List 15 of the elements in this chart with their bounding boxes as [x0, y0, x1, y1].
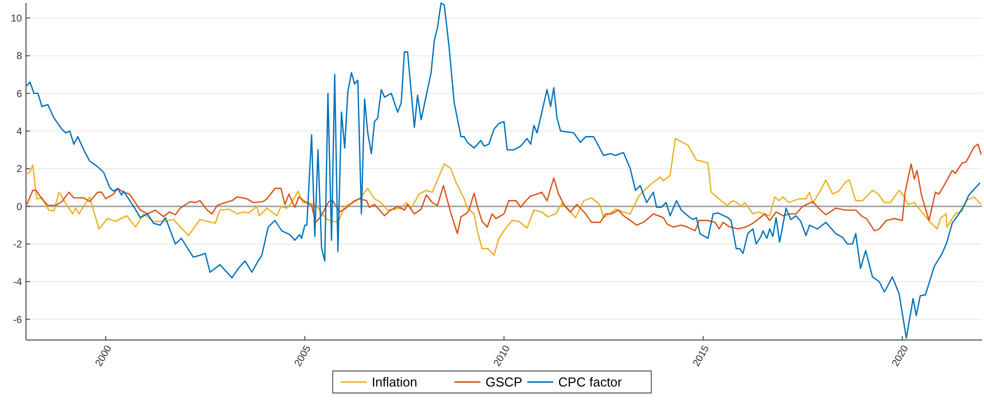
legend-label: Inflation: [372, 374, 418, 390]
y-tick-label: 6: [16, 88, 22, 100]
line-series: [26, 138, 982, 256]
line-series: [26, 2, 981, 339]
y-tick-label: -2: [13, 239, 22, 250]
y-tick-label: -6: [13, 314, 22, 326]
y-tick-label: -4: [13, 277, 22, 288]
legend-label: CPC factor: [558, 374, 623, 390]
line-series: [26, 144, 982, 234]
y-tick-label: 2: [16, 164, 22, 176]
y-tick-label: 0: [16, 202, 22, 213]
legend-label: GSCP: [486, 374, 522, 390]
y-tick-label: 8: [16, 51, 22, 62]
y-tick-label: 4: [16, 126, 22, 138]
y-tick-label: 10: [10, 14, 22, 25]
